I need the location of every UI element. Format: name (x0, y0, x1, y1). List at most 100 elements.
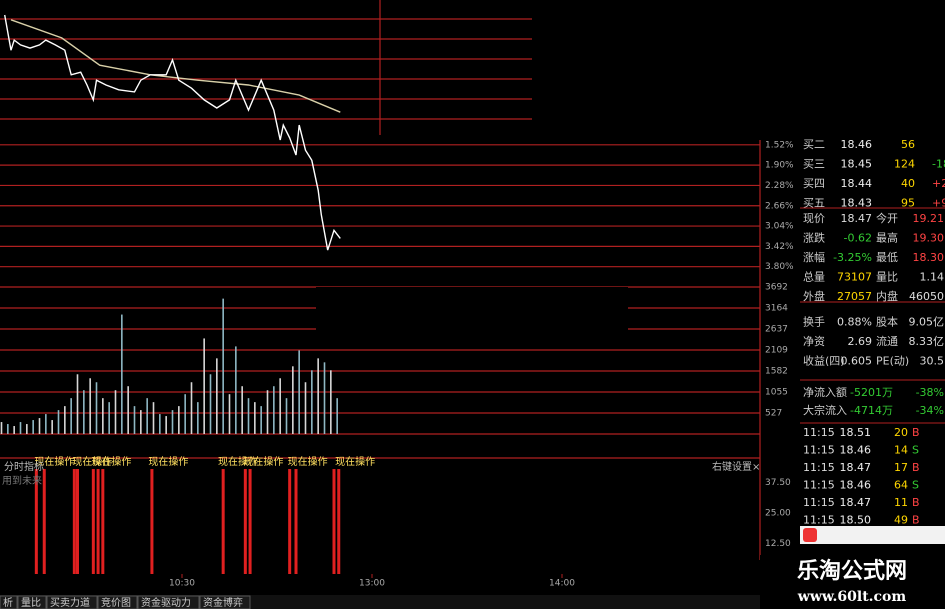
trade-time: 11:15 (803, 426, 835, 439)
tab-label[interactable]: 竞价图 (101, 596, 131, 609)
stat-value: 18.30 (913, 251, 945, 264)
tab[interactable] (0, 595, 18, 609)
tab[interactable] (199, 595, 251, 609)
signal-label: 现在操作 (91, 455, 131, 468)
volume-bar (304, 382, 307, 434)
stat-value: -0.62 (844, 232, 872, 245)
stat-value: 0.605 (841, 355, 873, 368)
volume-bar (70, 398, 72, 434)
flow-value: -5201万 (850, 386, 893, 399)
stat-value: 19.30 (913, 232, 945, 245)
trade-time: 11:15 (803, 479, 835, 492)
tab-label[interactable]: 买卖力道 (50, 596, 90, 609)
average-line (10, 19, 341, 113)
tab[interactable] (46, 595, 98, 609)
volume-bar (273, 386, 275, 434)
trade-side: B (912, 514, 920, 527)
signal-bar (42, 469, 46, 574)
y-tick-label: 3.04% (765, 222, 794, 232)
book-label: 买四 (803, 177, 825, 190)
volume-bar (228, 394, 231, 434)
stat-label: PE(动) (876, 355, 909, 368)
volume-bar (127, 386, 129, 434)
stat-label: 量比 (876, 271, 898, 284)
volume-bar (32, 420, 34, 434)
stat-value: 8.33亿 (909, 335, 945, 348)
trade-side: S (912, 479, 919, 492)
tab[interactable] (97, 595, 138, 609)
volume-bar (89, 378, 91, 434)
stat-value: 19.21 (913, 212, 945, 225)
volume-bar (216, 358, 218, 434)
x-tick-label: 10:30 (169, 579, 195, 589)
trade-price: 18.47 (840, 496, 872, 509)
book-volume: 124 (894, 158, 915, 171)
signal-label: 现在操作 (243, 455, 283, 468)
y-tick-label: 2.28% (765, 181, 794, 191)
volume-bar (114, 390, 117, 434)
signal-bar (248, 469, 252, 574)
volume-bar (83, 390, 85, 434)
stat-value: 9.05亿 (909, 316, 945, 329)
tab-label[interactable]: 析 (3, 596, 13, 609)
toolbar-icons (800, 526, 945, 544)
tab[interactable] (137, 595, 200, 609)
stat-value: 27057 (837, 290, 872, 303)
stat-label: 换手 (803, 315, 825, 329)
trade-price: 18.47 (840, 461, 872, 474)
stat-value: 18.47 (841, 212, 873, 225)
volume-bar (311, 370, 313, 434)
volume-bar (140, 410, 142, 434)
trade-time: 11:15 (803, 461, 835, 474)
signal-label: 现在操作 (335, 455, 375, 468)
volume-bar (235, 346, 237, 434)
book-volume: 95 (901, 197, 915, 210)
tab[interactable] (17, 595, 47, 609)
tab-label[interactable]: 量比 (21, 597, 41, 609)
y-tick-label: 1582 (765, 367, 788, 377)
signal-label: 现在操作 (148, 455, 188, 468)
volume-bar (26, 424, 28, 434)
signal-bar (294, 469, 298, 574)
volume-bar (323, 362, 326, 434)
tab-label[interactable]: 资金博弈 (203, 596, 243, 609)
trade-side: B (912, 461, 920, 474)
stat-label: 净资 (803, 334, 825, 348)
stat-value: -3.25% (833, 251, 872, 264)
stat-value: 30.5 (920, 355, 945, 368)
flow-label: 净流入额 (803, 385, 847, 399)
y-tick-label: 1.90% (765, 161, 794, 171)
volume-bar (7, 424, 9, 434)
indicator-setting[interactable]: 右键设置 (712, 460, 752, 473)
volume-bar (171, 410, 174, 434)
x-tick-label: 14:00 (549, 579, 575, 589)
volume-bar (260, 406, 262, 434)
volume-bar (13, 426, 15, 434)
trade-volume: 20 (894, 426, 908, 439)
volume-bar (203, 338, 205, 434)
trade-volume: 49 (894, 514, 908, 527)
book-label: 买五 (803, 197, 825, 210)
toolbar-logo (803, 528, 817, 542)
stat-value: 73107 (837, 271, 872, 284)
flow-value: -4714万 (850, 404, 893, 417)
tab-label[interactable]: 资金驱动力 (141, 596, 191, 609)
watermark-bg (760, 555, 945, 609)
trade-time: 11:15 (803, 496, 835, 509)
book-volume: 56 (901, 138, 915, 151)
signal-label: 现在操作 (218, 455, 258, 468)
volume-bar (152, 402, 155, 434)
flow-pct: -38% (916, 386, 944, 399)
y-tick-label: 1.52% (765, 140, 794, 150)
volume-bar (95, 382, 98, 434)
indicator-note: 用到未来 (2, 475, 42, 487)
signal-label: 现在操作 (34, 455, 74, 468)
volume-bar (76, 374, 79, 434)
volume-bar (165, 416, 167, 434)
volume-bar (298, 350, 300, 434)
signal-bar (337, 469, 341, 574)
stat-label: 现价 (803, 212, 825, 225)
close-icon[interactable]: × (752, 462, 760, 473)
price-line (4, 14, 341, 251)
volume-bar (209, 374, 212, 434)
